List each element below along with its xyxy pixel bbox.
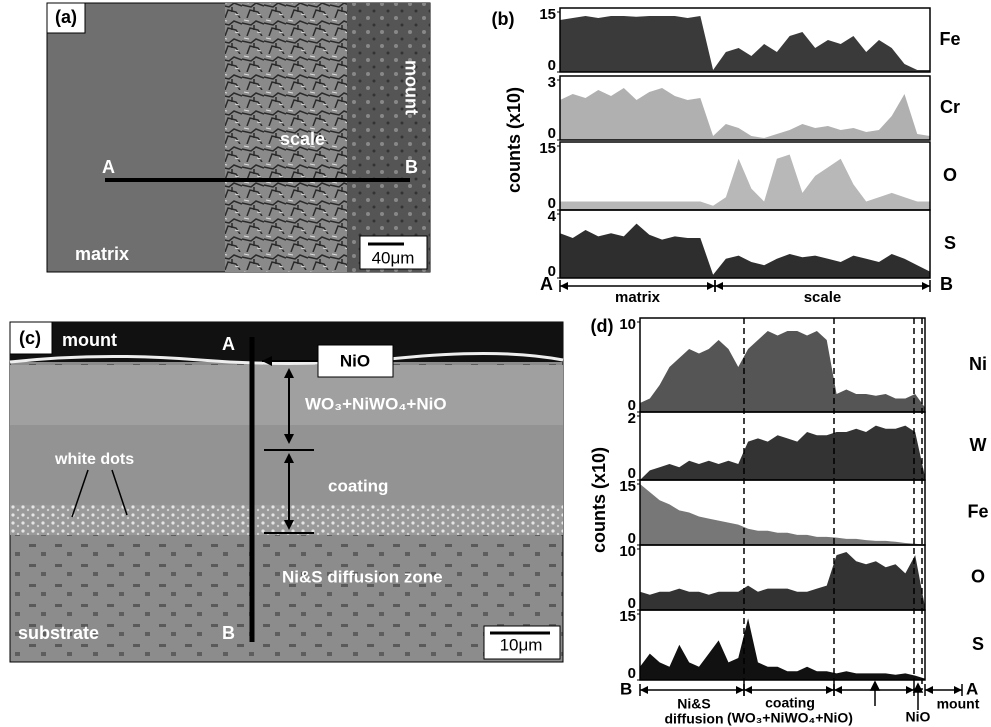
label-b: B (405, 157, 418, 177)
y-tick-label: 0 (628, 595, 636, 612)
sem-image-c (9, 321, 564, 663)
scale-bar-label: 40μm (372, 248, 415, 267)
y-tick-label: 15 (619, 608, 636, 625)
label-mount: mount (401, 60, 421, 115)
zone-label: coating (765, 695, 815, 711)
y-tick-label: 0 (548, 57, 556, 74)
label-diffusion-zone: Ni&S diffusion zone (282, 567, 443, 586)
arrow-head (834, 686, 914, 694)
y-tick-label: 0 (628, 465, 636, 482)
label-white-dots: white dots (54, 451, 134, 468)
label-nio: NiO (340, 351, 370, 370)
end-label: B (940, 274, 953, 294)
arrow-up (869, 680, 924, 710)
profile-frame (559, 209, 931, 279)
profile-frame (559, 7, 931, 73)
y-tick-label: 15 (539, 6, 556, 23)
element-label: Fe (939, 29, 960, 49)
profile-frame (639, 609, 926, 681)
y-tick-label: 0 (628, 665, 636, 682)
y-tick-label: 10 (619, 316, 636, 333)
zone-label: zone (678, 726, 710, 727)
profile-area (640, 331, 925, 412)
start-label: B (620, 679, 632, 698)
label-mount: mount (62, 330, 117, 350)
label-outer-layer: WO₃+NiWO₄+NiO (305, 394, 447, 413)
panel-label: (d) (591, 316, 614, 336)
zone-label: matrix (615, 289, 661, 306)
element-label: W (970, 435, 987, 455)
element-label: Ni (969, 354, 987, 374)
panel-label: (b) (492, 9, 515, 29)
nio-label: NiO (906, 709, 931, 725)
element-label: S (944, 233, 956, 253)
panel-label: (c) (19, 328, 41, 348)
start-label: A (540, 274, 553, 294)
label-a: A (102, 157, 115, 177)
zone-label: diffusion (664, 711, 723, 727)
y-tick-label: 15 (539, 140, 556, 157)
label-a: A (222, 334, 235, 354)
profile-area (560, 154, 930, 210)
element-label: Cr (940, 97, 960, 117)
y-tick-label: 0 (548, 263, 556, 280)
y-tick-label: 0 (548, 195, 556, 212)
arrow-head (925, 686, 962, 694)
y-tick-label: 15 (619, 478, 636, 495)
y-axis-label: counts (x10) (589, 447, 609, 553)
zone-label: (WO₃+NiWO₄+NiO) (727, 710, 853, 726)
profile-area (560, 88, 930, 140)
sem-image-a (46, 2, 431, 273)
label-coating: coating (328, 476, 388, 495)
y-tick-label: 0 (548, 125, 556, 142)
zone-label: scale (804, 289, 842, 306)
y-tick-label: 4 (548, 208, 557, 225)
zone-label: mount (937, 696, 980, 712)
profile-area (560, 16, 930, 72)
element-label: Fe (967, 501, 988, 521)
end-label: A (966, 679, 978, 698)
label-matrix: matrix (75, 244, 129, 264)
profile-area (640, 484, 925, 545)
y-tick-label: 2 (628, 410, 636, 427)
y-tick-label: 0 (628, 397, 636, 414)
element-label: O (943, 165, 957, 185)
profile-area (640, 425, 925, 480)
profile-area (640, 618, 925, 680)
element-label: S (972, 634, 984, 654)
panel-label: (a) (55, 7, 77, 27)
profile-area (560, 223, 930, 278)
zone-label: Ni&S (677, 696, 710, 712)
profile-frame (559, 75, 931, 141)
profile-area (640, 552, 925, 610)
label-b: B (222, 623, 235, 643)
y-tick-label: 0 (628, 530, 636, 547)
element-label: O (971, 566, 985, 586)
label-scale: scale (280, 129, 325, 149)
y-axis-label: counts (x10) (504, 87, 524, 193)
y-tick-label: 10 (619, 543, 636, 560)
y-tick-label: 3 (548, 74, 556, 91)
label-substrate: substrate (18, 623, 99, 643)
scale-bar-label: 10μm (500, 635, 543, 654)
